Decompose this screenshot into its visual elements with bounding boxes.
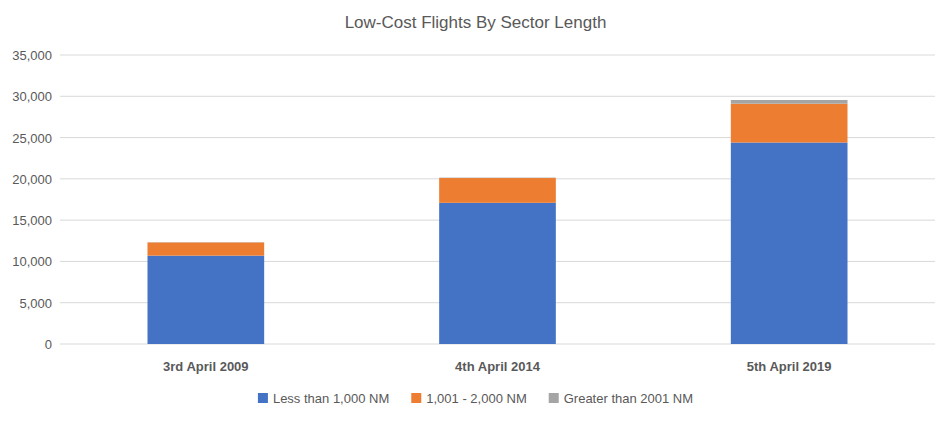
legend-swatch xyxy=(549,393,559,403)
bar-segment xyxy=(439,203,556,344)
grid-line xyxy=(60,96,935,97)
x-tick-label: 4th April 2014 xyxy=(455,359,541,374)
background xyxy=(0,0,951,423)
x-tick-label: 3rd April 2009 xyxy=(163,359,249,374)
y-tick-label: 5,000 xyxy=(19,296,52,311)
legend: Less than 1,000 NM 1,001 - 2,000 NM Greate… xyxy=(258,391,693,406)
legend-item: Greater than 2001 NM xyxy=(549,391,693,406)
bar-segment xyxy=(731,104,848,143)
bar-segment xyxy=(439,177,556,178)
bars xyxy=(148,100,848,344)
legend-swatch xyxy=(258,393,268,403)
bar-segment xyxy=(148,256,265,344)
y-tick-label: 0 xyxy=(45,337,52,352)
legend-label: Less than 1,000 NM xyxy=(273,391,389,406)
legend-label: 1,001 - 2,000 NM xyxy=(426,391,526,406)
bar-segment xyxy=(731,143,848,344)
bar-segment xyxy=(731,100,848,104)
y-tick-label: 35,000 xyxy=(12,48,52,63)
grid xyxy=(60,55,935,344)
legend-item: Less than 1,000 NM xyxy=(258,391,389,406)
grid-line xyxy=(60,55,935,56)
bar-segment xyxy=(439,178,556,203)
chart-container: Low-Cost Flights By Sector Length 0 5,000 1… xyxy=(0,0,951,423)
title: Low-Cost Flights By Sector Length xyxy=(345,13,607,32)
y-tick-label: 10,000 xyxy=(12,254,52,269)
legend-label: Greater than 2001 NM xyxy=(564,391,693,406)
y-tick-label: 25,000 xyxy=(12,131,52,146)
chart-svg: Low-Cost Flights By Sector Length 0 5,000 1… xyxy=(0,0,951,423)
legend-swatch xyxy=(411,393,421,403)
y-tick-label: 30,000 xyxy=(12,89,52,104)
y-tick-label: 15,000 xyxy=(12,213,52,228)
legend-item: 1,001 - 2,000 NM xyxy=(411,391,526,406)
y-tick-label: 20,000 xyxy=(12,172,52,187)
bar-segment xyxy=(148,242,265,255)
bar-segment xyxy=(148,242,265,243)
x-tick-label: 5th April 2019 xyxy=(747,359,832,374)
